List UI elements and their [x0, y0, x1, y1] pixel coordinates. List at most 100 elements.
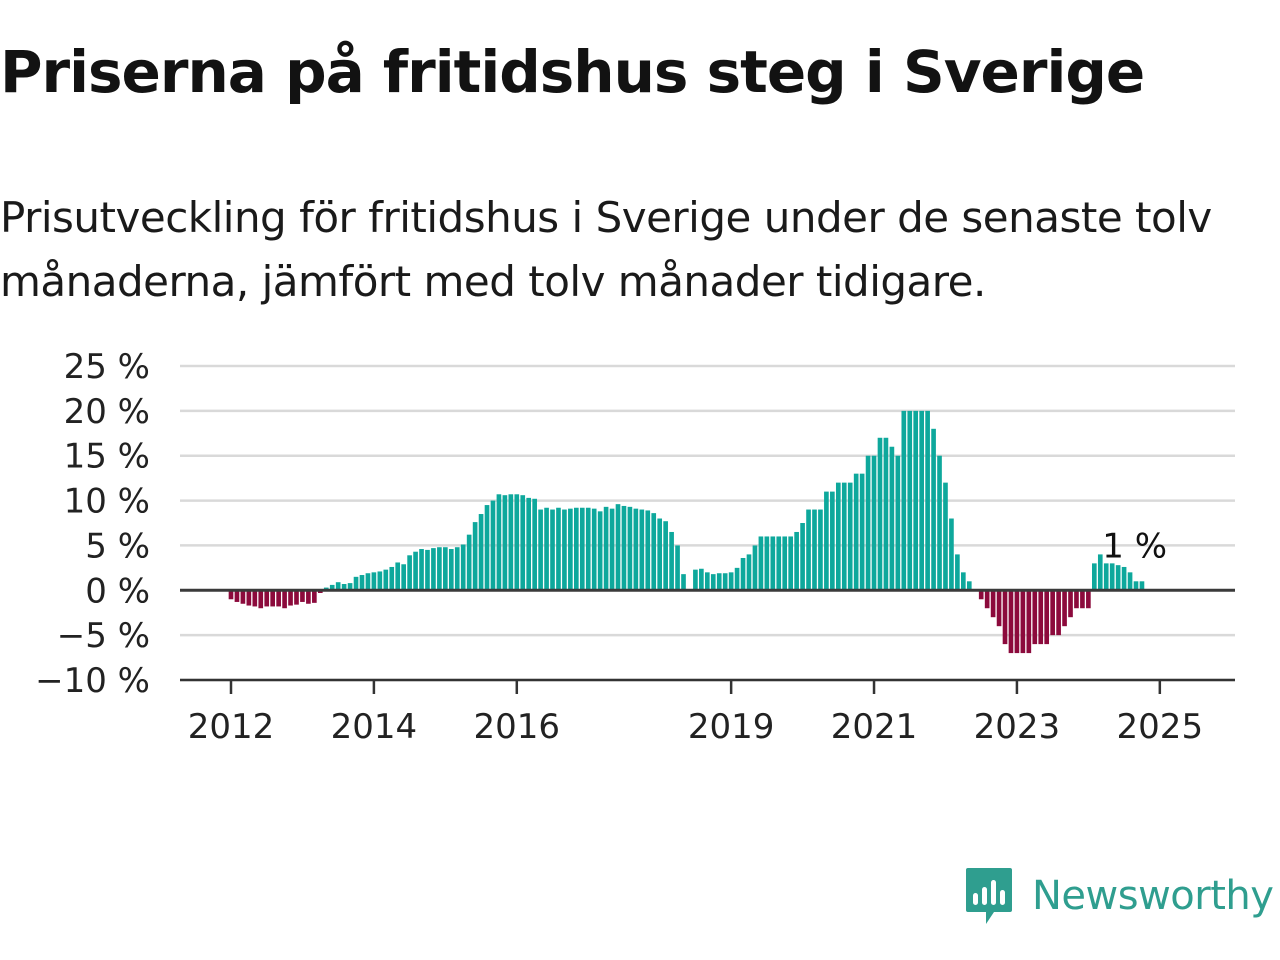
bar	[276, 590, 281, 607]
bar	[520, 495, 526, 591]
bar	[830, 491, 835, 591]
bar	[448, 549, 454, 591]
bar	[335, 582, 341, 591]
bar	[966, 581, 972, 591]
bar	[270, 590, 275, 607]
bar	[1103, 563, 1109, 591]
bar	[389, 566, 395, 591]
bar	[329, 584, 335, 591]
bar-chart: 25 % 20 % 15 % 10 %5 % 0 % −5 % −10 % 2012 2014…	[35, 347, 1235, 747]
bar	[443, 547, 448, 591]
bar	[228, 590, 234, 600]
bar	[419, 549, 424, 591]
brand-name: Newsworthy	[1032, 873, 1274, 919]
bar	[371, 572, 377, 591]
bar	[943, 482, 948, 591]
bar	[454, 547, 460, 591]
bar	[353, 576, 359, 591]
bar	[907, 410, 913, 591]
bar	[568, 508, 573, 591]
x-axis-ticks: 2012 2014 2016 2019 2021 2023 2025	[188, 680, 1203, 747]
y-tick-label: 20 %	[64, 392, 150, 432]
bar	[538, 509, 543, 591]
bar	[663, 521, 668, 591]
bar	[633, 508, 639, 591]
bar	[383, 569, 389, 591]
bar	[1032, 590, 1038, 645]
bar	[746, 554, 752, 591]
bar	[514, 494, 520, 591]
bar	[252, 590, 258, 607]
bar	[484, 505, 490, 591]
bar	[294, 590, 299, 605]
bar	[794, 531, 799, 591]
bar	[413, 551, 418, 591]
bar	[556, 507, 561, 591]
bar	[710, 574, 716, 591]
bar	[1097, 554, 1103, 591]
bar	[919, 410, 924, 591]
bar	[1080, 590, 1085, 609]
bar	[812, 509, 817, 591]
y-tick-label: 25 %	[64, 347, 150, 387]
bar	[1133, 581, 1139, 591]
bar	[1109, 563, 1115, 591]
x-tick-label: 2023	[974, 707, 1061, 747]
bar	[365, 573, 371, 591]
bar	[639, 509, 645, 591]
y-tick-label: 10 %	[64, 482, 150, 522]
bar	[978, 590, 984, 600]
bar	[1020, 590, 1026, 654]
bar	[877, 437, 883, 591]
bar	[984, 590, 990, 609]
bar	[996, 590, 1002, 627]
bar	[693, 569, 698, 591]
bar	[585, 507, 591, 591]
bar	[288, 590, 293, 606]
bar	[562, 509, 567, 591]
bar	[407, 555, 412, 591]
bar	[824, 491, 829, 591]
bar	[657, 518, 663, 591]
bar	[579, 507, 585, 591]
bar	[341, 584, 347, 591]
bar	[1044, 590, 1050, 645]
bar	[1139, 581, 1145, 591]
x-tick-label: 2012	[188, 707, 275, 747]
bar	[937, 455, 942, 591]
bar	[490, 500, 496, 591]
bar	[478, 514, 484, 591]
bar	[300, 590, 305, 602]
bar	[597, 511, 603, 591]
bar	[234, 590, 240, 602]
bar	[651, 513, 657, 591]
bar	[395, 562, 401, 591]
bar	[306, 590, 311, 604]
bar	[544, 507, 549, 591]
bar	[913, 410, 919, 591]
bar	[472, 522, 478, 591]
bar	[460, 544, 466, 591]
y-tick-label: 5 %	[85, 526, 150, 566]
bar	[312, 590, 317, 603]
y-tick-label: −5 %	[57, 616, 150, 656]
bar	[758, 536, 764, 591]
bar	[895, 455, 901, 591]
bar	[431, 548, 436, 591]
bar	[776, 536, 782, 591]
bar	[1086, 590, 1091, 609]
bar	[359, 575, 365, 591]
bar	[377, 571, 383, 591]
bar	[818, 509, 823, 591]
bar	[609, 508, 615, 591]
x-tick-label: 2014	[331, 707, 418, 747]
bar	[770, 536, 776, 591]
bar	[347, 583, 353, 591]
bar	[258, 590, 264, 609]
bar	[782, 536, 788, 591]
bar	[496, 494, 502, 591]
bar	[704, 572, 710, 591]
bar	[1038, 590, 1044, 645]
last-value-annotation: 1 %	[1102, 526, 1167, 566]
bar	[728, 572, 734, 591]
